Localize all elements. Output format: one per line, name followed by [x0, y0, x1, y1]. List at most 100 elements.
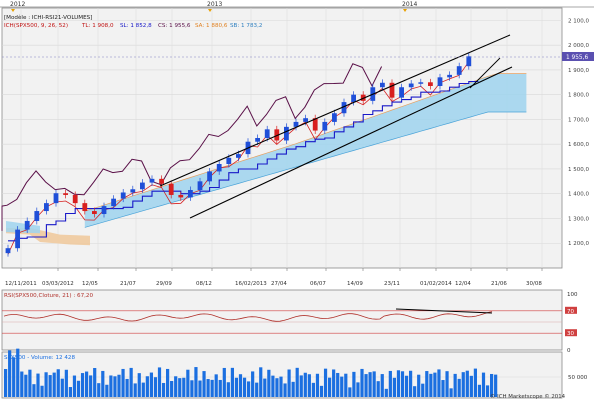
candle	[111, 198, 116, 207]
volume-bar	[425, 371, 429, 397]
volume-bar	[238, 374, 243, 397]
candle	[408, 83, 414, 88]
volume-bar	[48, 375, 52, 397]
year-marker	[208, 9, 212, 12]
candle	[437, 77, 443, 86]
candle	[389, 82, 395, 98]
candle	[130, 189, 136, 193]
volume-bar	[360, 368, 364, 397]
x-tick-label: 12/11/2011	[5, 281, 37, 287]
year-label: 2013	[207, 1, 222, 8]
volume-bar	[109, 375, 113, 397]
cloud-early	[6, 221, 40, 234]
candle	[341, 102, 347, 114]
volume-label: SPX500 - Volume: 12 428	[4, 355, 75, 361]
candle	[120, 192, 126, 199]
volume-bar	[421, 383, 425, 397]
volume-bar	[348, 387, 352, 397]
volume-bar	[380, 374, 384, 397]
volume-bar	[89, 375, 93, 397]
volume-bar	[409, 370, 413, 397]
volume-bar	[36, 373, 40, 397]
candle	[284, 126, 289, 141]
senkou-span-a	[84, 73, 527, 212]
volume-bar	[44, 372, 48, 397]
volume-bar	[97, 383, 101, 397]
volume-bar	[182, 377, 186, 397]
volume-bar	[93, 368, 97, 397]
volume-bar	[404, 375, 409, 397]
volume-bar	[319, 385, 324, 397]
candle	[82, 203, 88, 212]
volume-bar	[340, 376, 344, 397]
volume-bar	[129, 367, 133, 397]
candle	[207, 171, 212, 182]
volume-bar	[174, 376, 178, 397]
volume-bar	[469, 375, 473, 397]
volume-bar	[473, 368, 477, 397]
candle	[322, 121, 328, 131]
volume-bar	[141, 382, 145, 397]
y-tick-label: 2 000,0	[568, 43, 589, 49]
volume-bar	[315, 373, 320, 397]
volume-bar	[125, 378, 129, 397]
volume-bar	[263, 378, 267, 397]
volume-bar	[376, 381, 380, 397]
volume-bar	[267, 369, 271, 397]
volume-bar	[396, 370, 401, 397]
volume-bar	[485, 385, 490, 397]
volume-bar	[291, 381, 295, 397]
candle	[188, 190, 193, 198]
x-tick-label: 14/09	[347, 281, 363, 287]
candle	[332, 113, 337, 122]
volume-bar	[490, 373, 494, 397]
volume-bar	[271, 375, 275, 397]
candle	[255, 138, 260, 142]
volume-bar	[392, 377, 396, 397]
y-tick-label: 1 700,0	[568, 117, 589, 123]
candle	[149, 178, 155, 183]
y-tick-label: 1 300,0	[568, 216, 589, 222]
candle	[72, 194, 78, 204]
volume-bar	[68, 387, 72, 397]
volume-bar	[157, 367, 162, 397]
year-marker	[11, 9, 15, 12]
volume-bar	[166, 368, 170, 397]
volume-bar	[279, 376, 283, 397]
candle	[380, 82, 385, 88]
volume-bar	[4, 369, 8, 397]
sb-value: SB: 1 783,2	[230, 23, 262, 29]
candle	[5, 248, 11, 254]
candle	[456, 66, 462, 75]
candle	[293, 121, 299, 127]
volume-bar	[133, 383, 137, 397]
volume-bar	[283, 383, 287, 397]
volume-bar	[234, 377, 239, 397]
volume-bar	[242, 377, 247, 397]
rsi-tick-label: 0	[567, 348, 571, 354]
rsi-panel	[1, 289, 563, 351]
volume-bar	[170, 380, 174, 397]
x-tick-label: 12/05	[82, 281, 98, 287]
candle	[236, 154, 241, 158]
volume-bar	[222, 367, 226, 397]
volume-bar	[275, 378, 279, 397]
candle	[140, 182, 145, 190]
volume-bar	[247, 381, 251, 397]
volume-bar	[85, 371, 89, 397]
last-price-badge	[562, 52, 594, 61]
volume-bar	[437, 369, 441, 397]
rsi-tick-badge	[565, 306, 577, 314]
volume-bar	[295, 367, 299, 397]
rsi-tick-label: 30	[567, 331, 574, 337]
volume-bar	[356, 382, 360, 397]
volume-bar	[214, 374, 218, 397]
volume-bar	[429, 373, 433, 397]
x-tick-label: 29/09	[156, 281, 172, 287]
candle	[274, 129, 280, 141]
x-tick-label: 30/08	[526, 281, 542, 287]
year-marker	[403, 9, 407, 12]
volume-bar	[202, 371, 206, 397]
volume-bar	[28, 369, 32, 397]
